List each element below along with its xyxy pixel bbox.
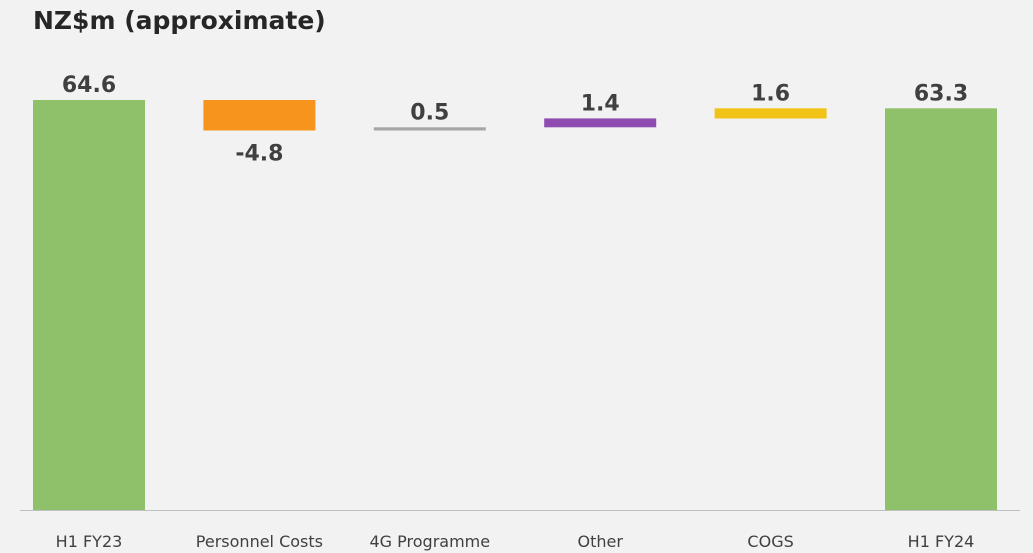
category-label: H1 FY24 [908,532,975,551]
bar-h1-fy23 [33,100,145,510]
category-label: COGS [747,532,793,551]
value-label: 0.5 [410,100,449,125]
bar-cogs [714,108,827,119]
category-label: 4G Programme [369,532,490,551]
chart-title: NZ$m (approximate) [33,6,326,35]
value-label: 64.6 [62,73,116,98]
bar-h1-fy24 [885,108,997,511]
bar-other [544,118,657,128]
category-label: Other [577,532,623,551]
category-label: H1 FY23 [56,532,123,551]
value-label: -4.8 [235,142,283,167]
value-label: 63.3 [914,81,968,106]
value-label: 1.6 [751,81,790,106]
bar-personnel-costs [203,100,316,131]
value-label: 1.4 [581,91,620,116]
bar-4g-programme [373,127,486,131]
category-label: Personnel Costs [196,532,323,551]
